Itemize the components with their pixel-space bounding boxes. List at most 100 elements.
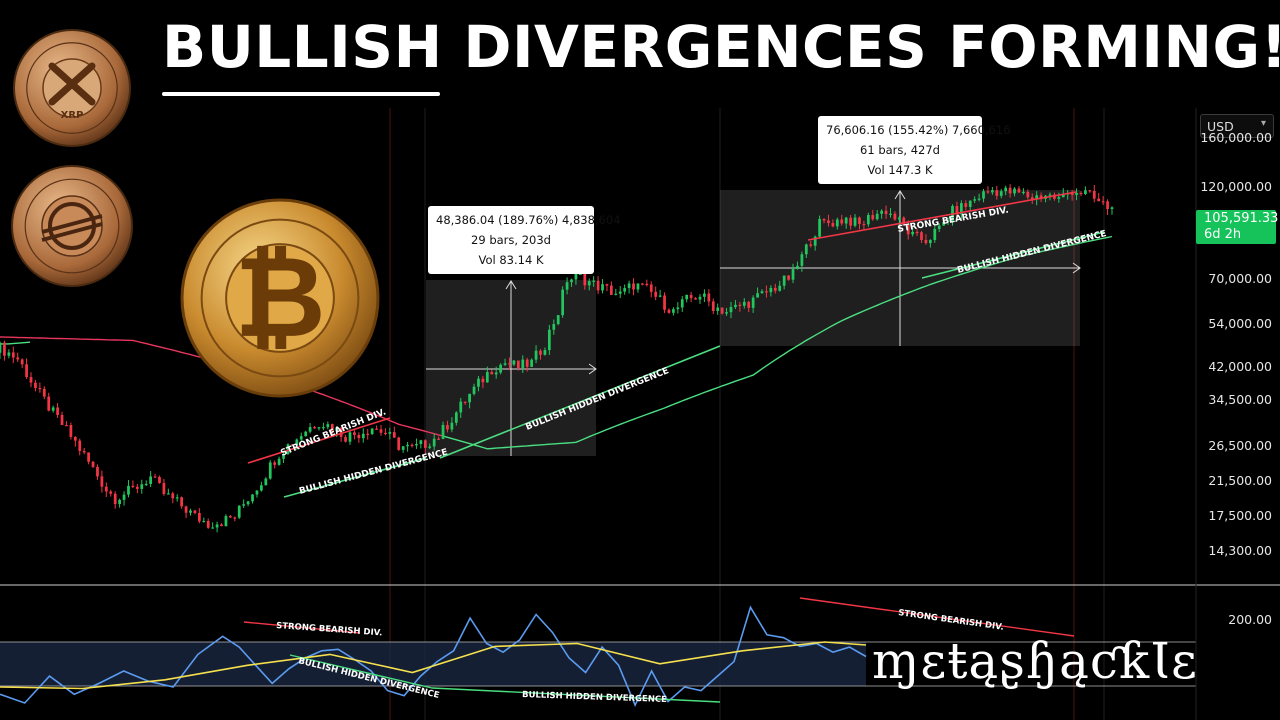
candle-body[interactable] — [689, 294, 693, 299]
candle-body[interactable] — [800, 254, 804, 266]
candle-body[interactable] — [525, 359, 529, 367]
candle-body[interactable] — [955, 205, 959, 215]
candle-body[interactable] — [1101, 201, 1105, 203]
candle-body[interactable] — [38, 387, 42, 390]
candle-body[interactable] — [1070, 193, 1074, 195]
candle-body[interactable] — [769, 287, 773, 293]
candle-body[interactable] — [663, 295, 666, 310]
candle-body[interactable] — [649, 284, 653, 292]
candle-body[interactable] — [308, 427, 312, 432]
candle-body[interactable] — [986, 191, 990, 193]
candle-body[interactable] — [897, 217, 901, 220]
candle-body[interactable] — [813, 236, 817, 246]
candle-body[interactable] — [392, 432, 396, 438]
candle-body[interactable] — [751, 297, 755, 308]
candle-body[interactable] — [977, 198, 981, 200]
candle-body[interactable] — [237, 505, 241, 518]
candle-body[interactable] — [773, 287, 777, 291]
candle-body[interactable] — [1061, 193, 1065, 198]
candle-body[interactable] — [193, 510, 197, 513]
candle-body[interactable] — [459, 401, 463, 413]
candle-body[interactable] — [197, 512, 201, 522]
candle-body[interactable] — [645, 283, 649, 286]
candle-body[interactable] — [87, 452, 90, 462]
candle-body[interactable] — [809, 244, 813, 246]
candle-body[interactable] — [747, 301, 751, 308]
candle-body[interactable] — [703, 293, 706, 297]
candle-body[interactable] — [694, 298, 697, 300]
candle-body[interactable] — [1053, 194, 1056, 199]
candle-body[interactable] — [428, 446, 432, 448]
candle-body[interactable] — [946, 220, 950, 223]
candle-body[interactable] — [760, 291, 764, 294]
candle-body[interactable] — [317, 427, 321, 429]
candle-body[interactable] — [65, 425, 68, 427]
candle-body[interactable] — [423, 440, 427, 448]
candle-body[interactable] — [853, 217, 857, 226]
candle-body[interactable] — [618, 291, 622, 294]
candle-body[interactable] — [982, 191, 985, 199]
candle-body[interactable] — [1022, 191, 1025, 194]
candle-body[interactable] — [889, 213, 892, 215]
candle-body[interactable] — [924, 239, 928, 244]
candle-body[interactable] — [561, 289, 565, 316]
candle-body[interactable] — [60, 414, 64, 426]
candle-body[interactable] — [862, 223, 866, 226]
candle-body[interactable] — [96, 466, 99, 477]
candle-body[interactable] — [122, 494, 126, 500]
candle-body[interactable] — [211, 527, 215, 529]
candle-body[interactable] — [485, 372, 489, 383]
measurement-box-2[interactable]: 76,606.16 (155.42%) 7,660,616 61 bars, 4… — [818, 116, 1011, 184]
candle-body[interactable] — [587, 281, 591, 286]
candle-body[interactable] — [291, 444, 294, 446]
candle-body[interactable] — [636, 283, 640, 290]
candle-body[interactable] — [787, 275, 790, 280]
candle-body[interactable] — [574, 274, 578, 280]
candle-body[interactable] — [827, 220, 830, 224]
candle-body[interactable] — [1106, 201, 1109, 209]
price-axis[interactable]: 160,000.00120,000.0090,000.0070,000.0054… — [1196, 108, 1280, 582]
candle-body[interactable] — [384, 432, 387, 435]
candle-body[interactable] — [822, 218, 826, 221]
candle-body[interactable] — [614, 293, 618, 295]
candle-body[interactable] — [503, 363, 507, 365]
candle-body[interactable] — [189, 510, 192, 513]
candle-body[interactable] — [516, 360, 520, 368]
candle-body[interactable] — [242, 504, 246, 506]
candle-body[interactable] — [286, 444, 290, 454]
candle-body[interactable] — [632, 283, 635, 290]
candle-body[interactable] — [565, 282, 569, 290]
candle-body[interactable] — [397, 437, 401, 450]
candle-body[interactable] — [1008, 187, 1012, 194]
oscillator-axis[interactable]: 200.00 — [1196, 586, 1280, 720]
candle-body[interactable] — [162, 483, 166, 495]
candle-body[interactable] — [494, 372, 498, 375]
candle-body[interactable] — [184, 506, 188, 513]
candle-body[interactable] — [264, 478, 268, 486]
candle-body[interactable] — [756, 293, 759, 298]
candle-body[interactable] — [818, 218, 821, 237]
candle-body[interactable] — [246, 501, 250, 505]
candle-body[interactable] — [91, 461, 95, 467]
candle-body[interactable] — [7, 352, 11, 356]
candle-body[interactable] — [0, 342, 2, 353]
candle-body[interactable] — [3, 342, 6, 356]
candle-body[interactable] — [778, 285, 782, 291]
candle-body[interactable] — [654, 291, 658, 297]
candle-body[interactable] — [902, 217, 906, 225]
candle-body[interactable] — [1004, 187, 1008, 192]
candle-body[interactable] — [450, 422, 454, 430]
candle-body[interactable] — [1110, 207, 1114, 209]
candle-body[interactable] — [968, 200, 972, 207]
candle-body[interactable] — [765, 291, 768, 293]
candle-body[interactable] — [658, 295, 662, 297]
candle-body[interactable] — [578, 273, 582, 275]
candle-body[interactable] — [707, 293, 711, 302]
candle-body[interactable] — [437, 438, 440, 440]
candle-body[interactable] — [880, 210, 883, 214]
candle-body[interactable] — [534, 350, 538, 360]
candle-body[interactable] — [406, 444, 409, 447]
candle-body[interactable] — [441, 425, 445, 439]
candle-body[interactable] — [1079, 192, 1083, 195]
candle-body[interactable] — [215, 524, 219, 528]
